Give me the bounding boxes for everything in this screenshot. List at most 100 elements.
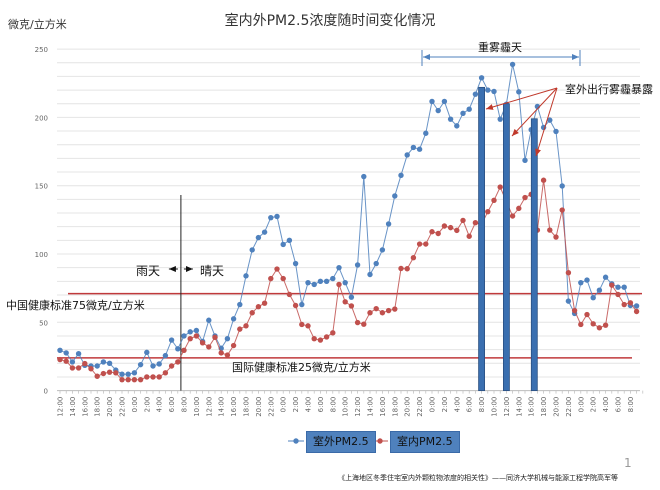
outdoor-data-point xyxy=(330,275,336,282)
indoor-data-point xyxy=(187,335,193,342)
indoor-data-point xyxy=(516,205,522,212)
outdoor-data-point xyxy=(472,91,479,97)
outdoor-data-point xyxy=(491,88,497,95)
outdoor-data-point xyxy=(621,284,627,290)
indoor-data-point xyxy=(156,374,162,380)
y-axis-unit-label: 微克/立方米 xyxy=(8,18,67,31)
indoor-data-point xyxy=(627,300,634,306)
indoor-data-point xyxy=(69,365,76,371)
outdoor-data-point xyxy=(342,279,348,286)
indoor-data-point xyxy=(82,360,88,367)
outdoor-data-point xyxy=(392,193,398,199)
exposure-arrow xyxy=(511,87,558,137)
rain-label: 雨天 xyxy=(136,264,161,278)
outdoor-data-point xyxy=(94,363,100,369)
indoor-data-point xyxy=(243,323,249,329)
outdoor-data-point xyxy=(367,271,373,278)
x-tick-label: 10:00 xyxy=(342,397,350,417)
x-tick-label: 22:00 xyxy=(267,397,275,417)
china-standard-label: 中国健康标准75微克/立方米 xyxy=(6,299,145,312)
indoor-data-point xyxy=(249,310,255,316)
indoor-data-point xyxy=(292,302,299,309)
x-tick-label: 20:00 xyxy=(255,397,263,417)
x-tick-label: 12:00 xyxy=(354,397,362,417)
indoor-data-point xyxy=(75,365,82,371)
outdoor-data-point xyxy=(379,247,386,253)
indoor-data-point xyxy=(633,308,640,315)
exposure-bar xyxy=(502,103,510,391)
x-tick-label: 16:00 xyxy=(379,397,387,417)
outdoor-data-point xyxy=(286,237,293,244)
indoor-data-point xyxy=(218,350,224,356)
exposure-arrow xyxy=(485,87,558,110)
indoor-data-point xyxy=(392,306,398,312)
indoor-data-point xyxy=(342,299,348,305)
indoor-data-point xyxy=(274,266,280,272)
outdoor-data-point xyxy=(255,234,262,241)
outdoor-data-point xyxy=(516,89,522,95)
x-tick-label: 6:00 xyxy=(168,397,176,413)
outdoor-data-point xyxy=(305,279,311,286)
outdoor-data-point xyxy=(447,116,454,122)
indoor-data-point xyxy=(379,310,386,316)
indoor-data-point xyxy=(305,323,311,329)
outdoor-data-point xyxy=(268,214,274,221)
x-tick-label: 8:00 xyxy=(329,397,337,413)
outdoor-data-point xyxy=(522,157,528,163)
legend-indoor: 室内PM2.5 xyxy=(390,431,460,453)
x-tick-label: 6:00 xyxy=(466,397,474,413)
indoor-data-point xyxy=(447,224,454,231)
x-tick-label: 12:00 xyxy=(205,397,213,417)
indoor-data-point xyxy=(354,319,361,326)
x-tick-label: 10:00 xyxy=(193,397,201,417)
indoor-data-point xyxy=(168,363,175,369)
outdoor-data-point xyxy=(224,335,231,342)
x-tick-label: 20:00 xyxy=(404,397,412,417)
series-line-indoor xyxy=(59,180,638,381)
indoor-data-point xyxy=(361,321,367,327)
series-line-outdoor xyxy=(59,64,637,375)
y-tick-label: 200 xyxy=(35,114,48,122)
x-tick-label: 4:00 xyxy=(156,397,164,413)
outdoor-data-point xyxy=(602,274,609,280)
indoor-data-point xyxy=(466,233,472,239)
outdoor-data-point xyxy=(633,303,640,309)
outdoor-data-point xyxy=(553,128,559,135)
x-tick-label: 4:00 xyxy=(305,397,313,413)
chart-title: 室内外PM2.5浓度随时间变化情况 xyxy=(224,13,436,29)
indoor-data-point xyxy=(193,333,200,339)
indoor-data-point xyxy=(472,220,479,226)
indoor-data-point xyxy=(373,305,379,312)
outdoor-data-point xyxy=(162,352,169,359)
indoor-data-point xyxy=(367,310,373,316)
indoor-data-point xyxy=(348,303,355,309)
indoor-data-point xyxy=(336,281,342,288)
indoor-data-point xyxy=(317,337,324,343)
outdoor-data-point xyxy=(410,144,417,151)
outdoor-data-point xyxy=(596,287,603,293)
indoor-data-point xyxy=(330,330,336,336)
outdoor-data-point xyxy=(385,221,392,227)
outdoor-data-point xyxy=(187,329,193,335)
outdoor-data-point xyxy=(292,260,299,267)
x-tick-label: 8:00 xyxy=(478,397,486,413)
outdoor-data-point xyxy=(466,106,472,112)
indoor-data-point xyxy=(423,241,429,247)
indoor-data-point xyxy=(571,307,578,314)
indoor-data-point xyxy=(385,307,392,314)
indoor-data-point xyxy=(88,366,94,372)
y-tick-label: 150 xyxy=(35,183,48,191)
x-tick-label: 18:00 xyxy=(94,397,102,417)
indoor-data-point xyxy=(435,230,441,237)
indoor-data-point xyxy=(491,197,497,204)
outdoor-data-point xyxy=(69,359,76,365)
x-tick-label: 2:00 xyxy=(143,397,151,413)
x-tick-label: 2:00 xyxy=(441,397,449,413)
outdoor-data-point xyxy=(398,172,404,179)
outdoor-data-point xyxy=(75,351,82,357)
x-tick-label: 18:00 xyxy=(391,397,399,417)
x-tick-label: 22:00 xyxy=(119,397,127,417)
indoor-data-point xyxy=(255,304,262,310)
outdoor-data-point xyxy=(168,337,175,343)
